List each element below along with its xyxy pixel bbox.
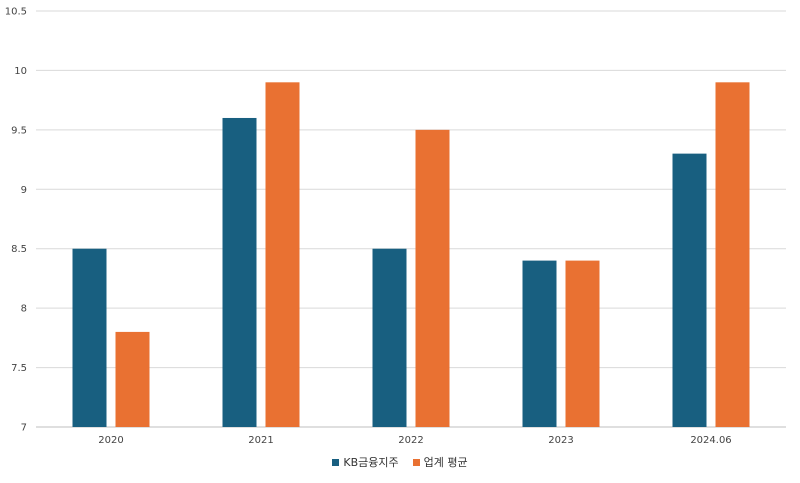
legend-swatch-industry-average	[412, 458, 420, 466]
x-tick-label: 2023	[548, 435, 573, 446]
y-tick-label: 7.5	[11, 363, 27, 374]
x-axis-ticks: 2020 2021 2022 2023 2024.06	[98, 435, 731, 446]
legend-item-industry-average: 업계 평균	[412, 454, 468, 470]
y-tick-label: 10.5	[5, 7, 27, 18]
bar-layer	[72, 82, 750, 428]
y-tick-label: 9.5	[11, 125, 27, 136]
legend-label-kb: KB금융지주	[343, 456, 399, 469]
y-tick-label: 8.5	[11, 244, 27, 255]
legend-label-industry-average: 업계 평균	[423, 456, 468, 469]
bar-industry-average	[715, 82, 750, 428]
y-tick-label: 10	[14, 66, 27, 77]
legend: KB금융지주 업계 평균	[0, 454, 800, 470]
y-tick-label: 8	[21, 304, 27, 315]
x-tick-label: 2024.06	[690, 435, 731, 446]
bar-industry-average	[565, 260, 600, 427]
legend-swatch-kb	[332, 458, 340, 466]
bar-kb	[672, 153, 707, 427]
legend-item-kb: KB금융지주	[332, 454, 399, 470]
bar-industry-average	[265, 82, 300, 428]
bar-industry-average	[115, 331, 150, 427]
y-tick-label: 7	[21, 423, 27, 434]
bar-industry-average	[415, 129, 450, 427]
bar-kb	[72, 248, 107, 427]
y-axis-ticks: 7 7.5 8 8.5 9 9.5 10 10.5	[5, 7, 27, 434]
grid-layer	[36, 10, 786, 428]
y-tick-label: 9	[21, 185, 27, 196]
bar-kb	[372, 248, 407, 427]
x-tick-label: 2022	[398, 435, 423, 446]
x-tick-label: 2021	[248, 435, 273, 446]
bar-kb	[522, 260, 557, 427]
bar-kb	[222, 117, 257, 427]
x-tick-label: 2020	[98, 435, 123, 446]
